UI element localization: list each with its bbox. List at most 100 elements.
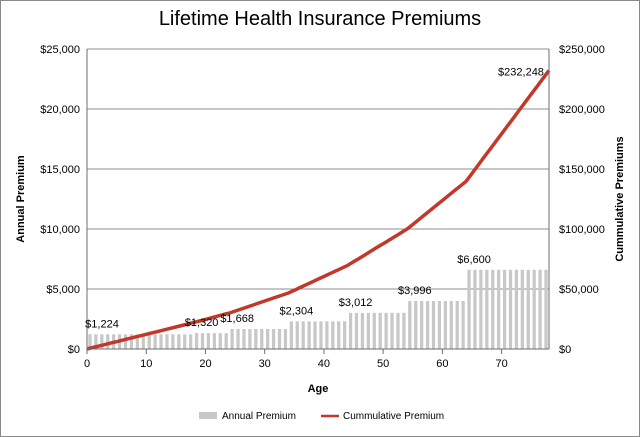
x-tick-label: 20 <box>199 358 211 370</box>
bar <box>123 334 128 349</box>
x-tick-label: 30 <box>259 358 271 370</box>
bar <box>283 328 288 349</box>
bar <box>325 321 329 349</box>
bar <box>360 312 365 349</box>
bar <box>473 269 477 349</box>
x-tick-label: 50 <box>377 358 389 370</box>
bar <box>455 301 459 349</box>
bar <box>313 321 317 349</box>
bar <box>230 328 234 349</box>
bar <box>301 321 305 349</box>
data-label: $3,012 <box>339 297 373 309</box>
bar <box>532 269 536 349</box>
y2-tick-label: $200,000 <box>559 104 605 116</box>
bar <box>177 334 181 349</box>
bar <box>343 321 347 349</box>
bar <box>467 269 471 349</box>
bar <box>348 312 353 349</box>
y2-tick-label: $250,000 <box>559 44 605 56</box>
y-tick-label: $5,000 <box>46 284 80 296</box>
bar <box>420 301 424 349</box>
data-label: $1,320 <box>185 317 219 329</box>
bar <box>271 328 276 349</box>
bar <box>218 333 222 349</box>
x-tick-label: 70 <box>495 358 507 370</box>
data-label: $3,996 <box>398 285 432 297</box>
bar-series <box>88 269 548 349</box>
bar <box>372 312 376 349</box>
bar <box>378 312 382 349</box>
bar <box>183 334 187 349</box>
bar <box>449 301 453 349</box>
bar <box>384 312 388 349</box>
bar <box>153 334 157 349</box>
x-tick-label: 60 <box>436 358 448 370</box>
bar <box>289 321 293 349</box>
data-labels: $1,224 $1,320 $1,668 $2,304 $3,012 $3,996 $6,6… <box>85 66 544 330</box>
bar <box>408 301 412 349</box>
bar <box>266 328 270 349</box>
bar <box>248 328 252 349</box>
x-tick-label: 40 <box>318 358 330 370</box>
bar <box>479 269 483 349</box>
bar <box>390 312 394 349</box>
bar <box>491 269 495 349</box>
bar <box>331 321 335 349</box>
bar <box>171 334 175 349</box>
bar <box>461 301 465 349</box>
chart-title: Lifetime Health Insurance Premiums <box>158 8 482 30</box>
cumulative-line <box>86 69 551 351</box>
bar <box>354 312 359 349</box>
data-label: $1,668 <box>220 313 254 325</box>
x-axis-label: Age <box>308 383 329 395</box>
bar <box>135 334 139 349</box>
bar <box>414 301 418 349</box>
bar <box>194 333 199 349</box>
bar <box>141 334 145 349</box>
y-axis-label: Annual Premium <box>15 155 27 243</box>
bar <box>200 333 205 349</box>
line-series <box>86 69 551 351</box>
bar <box>295 321 299 349</box>
bar <box>260 328 264 349</box>
x-tick-label: 0 <box>84 358 90 370</box>
legend-label-line: Cummulative Premium <box>343 411 444 422</box>
bar <box>437 301 442 349</box>
y-tick-label: $15,000 <box>40 164 80 176</box>
bar <box>147 334 151 349</box>
bar <box>254 328 258 349</box>
bar <box>526 269 530 349</box>
bar <box>425 301 430 349</box>
legend-label-bar: Annual Premium <box>222 411 296 422</box>
bar <box>402 312 406 349</box>
bar <box>88 334 92 349</box>
bar <box>544 269 548 349</box>
data-label: $1,224 <box>85 318 119 330</box>
bar <box>100 334 104 349</box>
bar <box>189 334 193 349</box>
y-tick-label: $10,000 <box>40 224 80 236</box>
bar <box>212 333 216 349</box>
y-tick-label: $0 <box>68 344 80 356</box>
y2-tick-label: $150,000 <box>559 164 605 176</box>
line-end-label: $232,248 <box>498 66 544 78</box>
bar <box>319 321 323 349</box>
y2-axis-label: Cummulative Premiums <box>614 136 626 261</box>
legend: Annual Premium Cummulative Premium <box>199 411 444 422</box>
bar <box>159 334 163 349</box>
bar <box>514 269 519 349</box>
bar <box>206 333 211 349</box>
bar <box>520 269 524 349</box>
bar <box>236 328 240 349</box>
bar <box>508 269 513 349</box>
bar <box>366 312 370 349</box>
y-tick-label: $25,000 <box>40 44 80 56</box>
bar <box>307 321 311 349</box>
data-label: $2,304 <box>280 305 314 317</box>
x-tick-label: 10 <box>140 358 152 370</box>
bar <box>165 334 169 349</box>
y2-tick-label: $0 <box>559 344 571 356</box>
bar <box>277 328 282 349</box>
